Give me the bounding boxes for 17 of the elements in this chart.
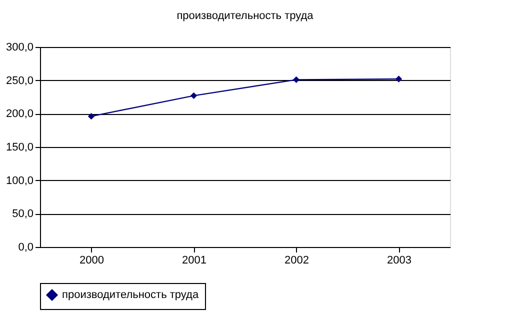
y-tick-label: 100,0 [6,174,34,187]
point [395,76,402,82]
point [190,92,198,100]
x-tick-label: 2001 [182,254,206,266]
point [292,76,300,84]
chart-title: производительность труда [176,10,314,22]
legend-label: производительность труда [62,289,200,301]
y-tick-label: 200,0 [6,108,34,120]
y-tick-label: 250,0 [6,74,34,87]
x-tick-label: 2003 [387,254,412,266]
x-tick-label: 2002 [284,254,309,266]
y-tick-label: 300,0 [6,42,34,54]
y-tick-label: 150,0 [6,142,34,154]
point [88,112,95,120]
y-tick-label: 0,0 [18,242,34,254]
y-tick-label: 50,0 [12,208,34,220]
x-tick-label: 2000 [80,254,104,266]
